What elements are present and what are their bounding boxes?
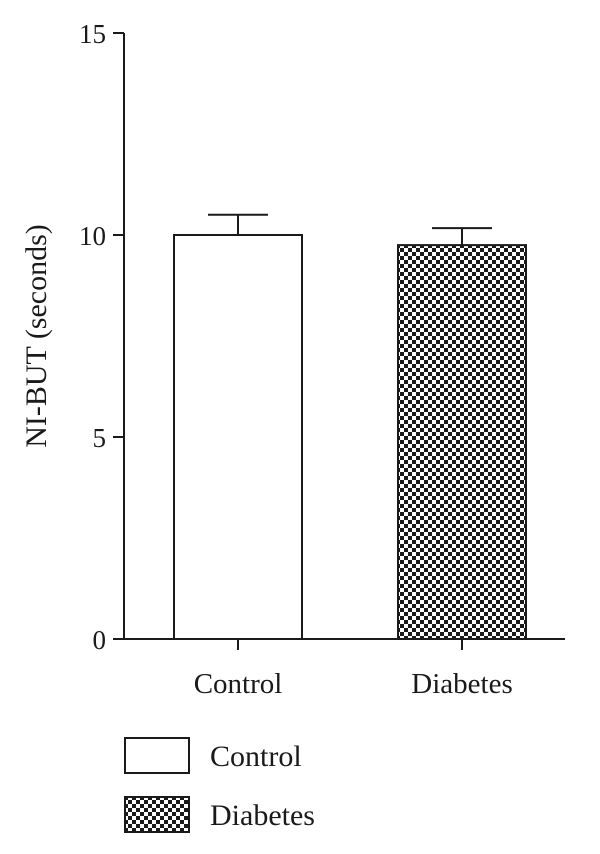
- y-axis-title: NI-BUT (seconds): [20, 224, 53, 448]
- legend-label: Diabetes: [210, 799, 315, 832]
- y-tick-label: 15: [79, 19, 106, 49]
- x-category-label: Control: [194, 668, 283, 700]
- legend-swatch-control: [124, 737, 190, 774]
- legend-label: Control: [210, 740, 302, 773]
- y-tick-label: 0: [93, 625, 107, 655]
- bar-control: [173, 234, 303, 640]
- x-category-label: Diabetes: [411, 668, 512, 700]
- y-tick-label: 5: [93, 423, 107, 453]
- legend-swatch-diabetes: [124, 796, 190, 833]
- y-tick-label: 10: [79, 221, 106, 251]
- bar-diabetes: [397, 244, 527, 640]
